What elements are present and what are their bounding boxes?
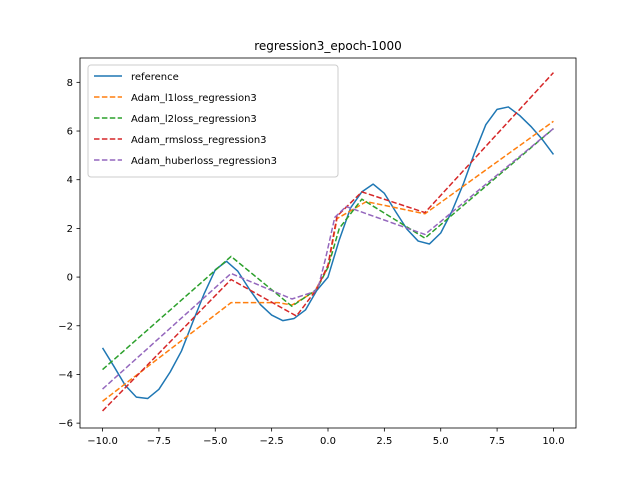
y-tick-label: 4	[67, 175, 73, 186]
series-line-3	[102, 72, 555, 412]
x-axis: −10.0 −7.5 −5.0 −2.5 0.0 2.5 5.0 7.5 10.0	[87, 428, 565, 447]
series-line-2	[102, 128, 554, 371]
legend-label-4: Adam_huberloss_regression3	[131, 156, 277, 167]
x-tick-label: −7.5	[147, 436, 171, 447]
x-tick-label: 2.5	[376, 436, 392, 447]
legend: reference Adam_l1loss_regression3 Adam_l2l…	[87, 64, 339, 178]
x-tick-label: −5.0	[203, 436, 227, 447]
legend-box	[87, 64, 339, 178]
y-tick-label: −4	[58, 370, 73, 381]
y-tick-label: 6	[67, 127, 73, 138]
legend-label-2: Adam_l2loss_regression3	[131, 114, 257, 125]
x-tick-label: 0.0	[320, 436, 336, 447]
y-tick-label: 8	[67, 78, 73, 89]
series-layer	[101, 72, 555, 412]
x-tick-label: −2.5	[259, 436, 283, 447]
y-tick-label: −6	[58, 419, 73, 430]
y-tick-label: 2	[67, 224, 73, 235]
series-line-0	[101, 106, 555, 400]
x-tick-label: −10.0	[87, 436, 118, 447]
legend-label-3: Adam_rmsloss_regression3	[131, 135, 267, 146]
x-tick-label: 7.5	[489, 436, 505, 447]
y-tick-label: −2	[58, 321, 73, 332]
y-axis: −6 −4 −2 0 2 4 6 8	[58, 78, 80, 430]
chart-title: regression3_epoch-1000	[254, 39, 402, 53]
y-tick-label: 0	[67, 273, 73, 284]
legend-label-0: reference	[131, 72, 179, 83]
legend-label-1: Adam_l1loss_regression3	[131, 93, 257, 104]
x-tick-label: 5.0	[433, 436, 449, 447]
x-tick-label: 10.0	[542, 436, 564, 447]
series-line-4	[102, 128, 554, 390]
